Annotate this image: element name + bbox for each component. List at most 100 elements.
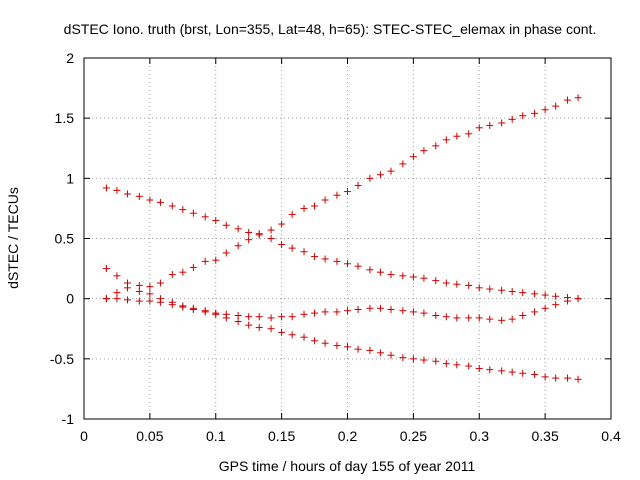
data-point (376, 171, 384, 179)
data-point (344, 307, 351, 315)
data-point (234, 318, 242, 326)
data-point (465, 130, 473, 138)
data-point (212, 310, 220, 318)
data-point (366, 174, 374, 182)
x-axis-label: GPS time / hours of day 155 of year 2011 (219, 458, 476, 474)
data-point (420, 274, 428, 282)
data-point (366, 266, 374, 274)
data-point (387, 271, 395, 279)
data-point (113, 295, 121, 303)
data-point (420, 309, 428, 317)
x-tick-label: 0.3 (470, 428, 490, 444)
data-point (222, 314, 230, 322)
y-tick-label: 0.5 (55, 231, 75, 247)
data-point (366, 346, 374, 354)
data-point (344, 188, 351, 196)
data-point (574, 375, 582, 383)
x-tick-label: 0.05 (136, 428, 163, 444)
data-point (267, 226, 275, 234)
data-point (123, 190, 131, 198)
y-tick-label: -0.5 (50, 351, 74, 367)
data-point (300, 333, 308, 341)
data-point (531, 308, 539, 316)
data-point (399, 160, 407, 168)
data-point (311, 309, 319, 317)
data-point (146, 290, 154, 298)
data-point (453, 361, 461, 369)
data-point (212, 216, 220, 224)
data-point (113, 289, 121, 297)
data-point (201, 257, 209, 265)
data-point (255, 324, 263, 332)
data-point (123, 296, 131, 304)
data-point (399, 354, 407, 362)
data-point (519, 369, 527, 377)
data-point (300, 310, 308, 318)
data-point (168, 301, 176, 309)
data-point (255, 230, 263, 238)
data-point (146, 297, 154, 305)
data-point (201, 213, 209, 221)
y-tick-label: 1.5 (55, 110, 75, 126)
data-point (541, 304, 549, 312)
x-tick-label: 0.4 (601, 428, 621, 444)
data-point (442, 279, 450, 287)
data-point (123, 284, 131, 292)
data-point (486, 366, 494, 374)
data-point (333, 308, 341, 316)
data-point (432, 142, 440, 150)
data-point (288, 313, 296, 321)
x-tick-labels: 0 0.05 0.1 0.15 0.2 0.25 0.3 0.35 0.4 (80, 428, 621, 444)
data-point (135, 287, 143, 295)
data-point (574, 295, 582, 303)
data-point (465, 314, 473, 322)
data-point (376, 268, 384, 276)
data-point (333, 342, 341, 350)
data-point (387, 305, 395, 313)
data-point (354, 182, 362, 190)
data-point (135, 281, 143, 289)
data-point (288, 244, 296, 252)
data-point (278, 241, 286, 249)
data-point (498, 367, 506, 375)
data-point (234, 225, 242, 233)
data-point (234, 312, 242, 320)
data-point (288, 331, 296, 339)
data-point (387, 351, 395, 359)
data-point (311, 253, 319, 261)
data-point (498, 119, 506, 127)
data-point (146, 196, 154, 204)
data-point (453, 314, 461, 322)
data-point (344, 260, 351, 268)
data-point (564, 297, 572, 305)
data-point (486, 315, 494, 323)
data-point (420, 356, 428, 364)
data-point (475, 314, 483, 322)
data-point (189, 209, 197, 217)
data-point (508, 368, 516, 376)
data-point (321, 255, 329, 263)
data-point (432, 357, 440, 365)
data-point (354, 305, 362, 313)
data-point (156, 298, 164, 306)
data-point (442, 136, 450, 144)
data-point (552, 102, 560, 110)
data-point (222, 249, 230, 257)
data-point (168, 202, 176, 210)
data-point (267, 314, 275, 322)
data-point (300, 204, 308, 212)
data-point (354, 262, 362, 270)
data-point (222, 221, 230, 229)
data-point (245, 228, 253, 236)
data-point (278, 328, 286, 336)
data-point (552, 301, 560, 309)
y-axis-label: dSTEC / TECUs (5, 187, 21, 289)
data-point (267, 235, 275, 242)
data-point (311, 337, 319, 345)
x-tick-label: 0.2 (338, 428, 358, 444)
data-point (255, 313, 263, 321)
data-point (531, 370, 539, 378)
data-point (399, 307, 407, 315)
y-tick-label: 1 (66, 170, 74, 186)
